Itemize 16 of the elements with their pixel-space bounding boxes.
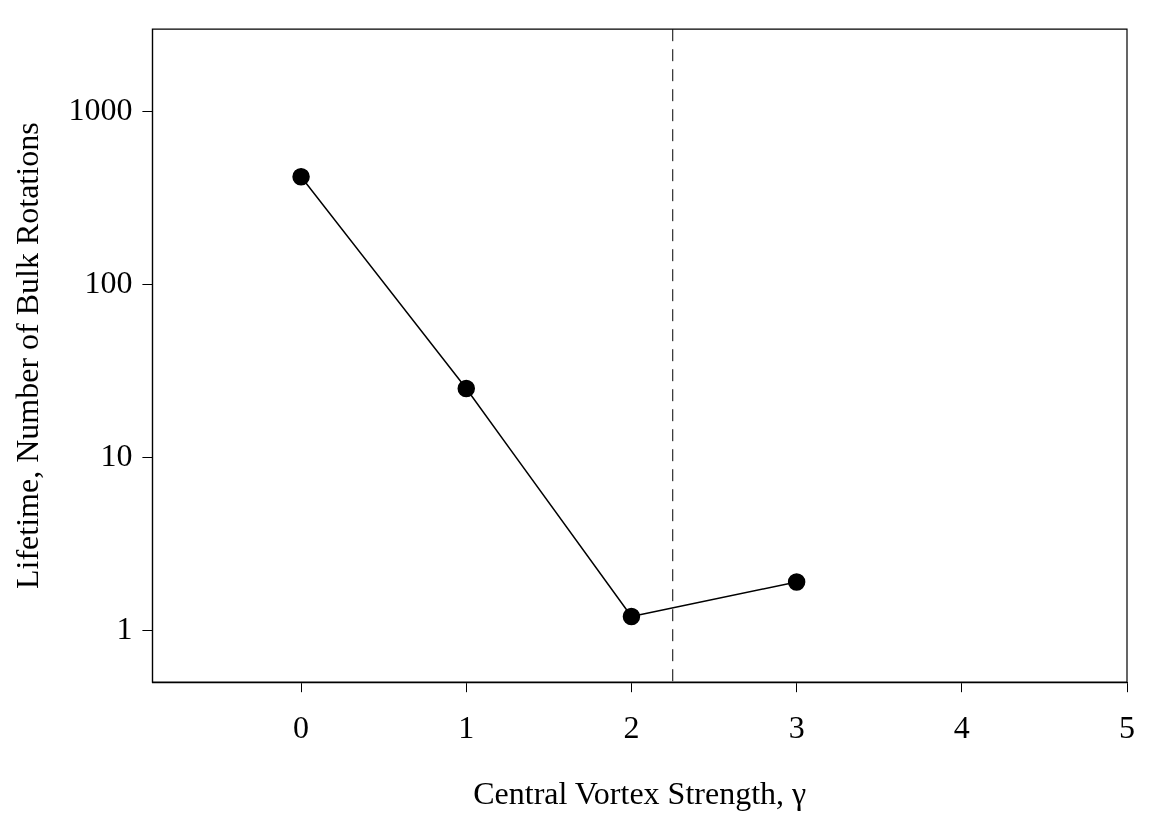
x-tick-label: 1 xyxy=(458,708,475,745)
point xyxy=(622,607,641,626)
x-tick-label: 2 xyxy=(623,708,640,745)
x-tick-label: 3 xyxy=(788,708,805,745)
point xyxy=(787,573,806,591)
x-tick-label: 4 xyxy=(953,708,970,745)
x-tick-label: 0 xyxy=(293,708,310,745)
y-tick-label: 1 xyxy=(116,609,133,646)
point xyxy=(292,168,310,186)
y-tick-label: 100 xyxy=(84,263,133,300)
x-tick-label: 5 xyxy=(1119,708,1135,745)
y-tick-label: 10 xyxy=(100,436,133,473)
point xyxy=(457,379,475,398)
y-axis-title: Lifetime, Number of Bulk Rotations xyxy=(8,122,45,589)
y-tick-label: 1000 xyxy=(68,91,133,128)
x-axis-title: Central Vortex Strength, γ xyxy=(473,775,807,812)
